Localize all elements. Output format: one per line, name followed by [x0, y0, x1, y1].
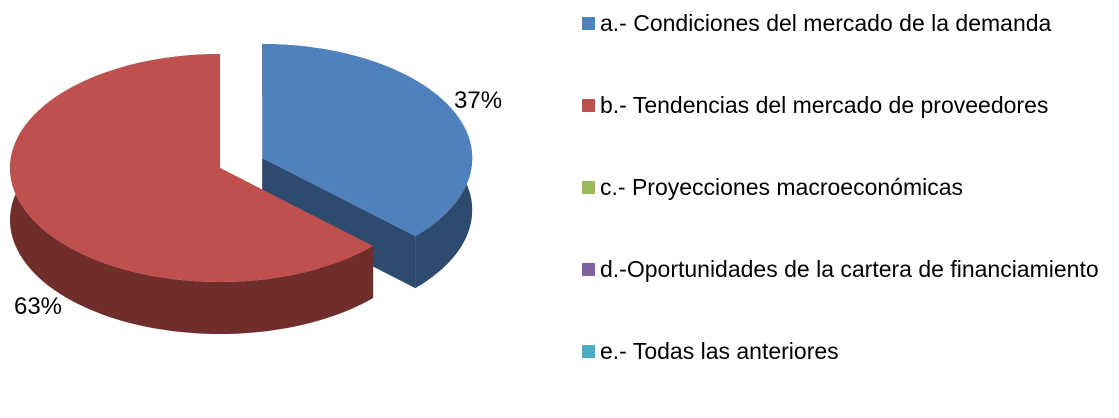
slice-side [262, 158, 416, 289]
legend-label: b.- Tendencias del mercado de proveedore… [600, 92, 1049, 118]
slice [262, 44, 473, 237]
legend-entry: b.- Tendencias del mercado de proveedore… [580, 90, 1100, 172]
slice [10, 54, 374, 282]
legend-entry: a.- Condiciones del mercado de la demand… [580, 8, 1100, 90]
legend-label: e.- Todas las anteriores [600, 338, 839, 364]
legend-entry: d.-Oportunidades de la cartera de financ… [580, 254, 1100, 336]
legend-label: c.- Proyecciones macroeconómicas [600, 174, 964, 200]
legend: a.- Condiciones del mercado de la demand… [580, 8, 1100, 418]
legend-label: a.- Condiciones del mercado de la demand… [600, 10, 1052, 36]
legend-entry: c.- Proyecciones macroeconómicas [580, 172, 1100, 254]
legend-entry: e.- Todas las anteriores [580, 336, 1100, 418]
page: 37% 63% a.- Condiciones del mercado de la… [10, 10, 1099, 364]
data-label: 63% [14, 293, 62, 320]
slice-side-shade [262, 158, 416, 289]
chart: 37% 63% [10, 44, 502, 334]
legend-swatch [582, 345, 595, 358]
legend-swatch [582, 263, 595, 276]
legend-swatch [582, 181, 595, 194]
legend-label: d.-Oportunidades de la cartera de financ… [600, 256, 1099, 282]
data-label: 37% [454, 87, 502, 114]
legend-swatch [582, 99, 595, 112]
legend-swatch [582, 17, 595, 30]
